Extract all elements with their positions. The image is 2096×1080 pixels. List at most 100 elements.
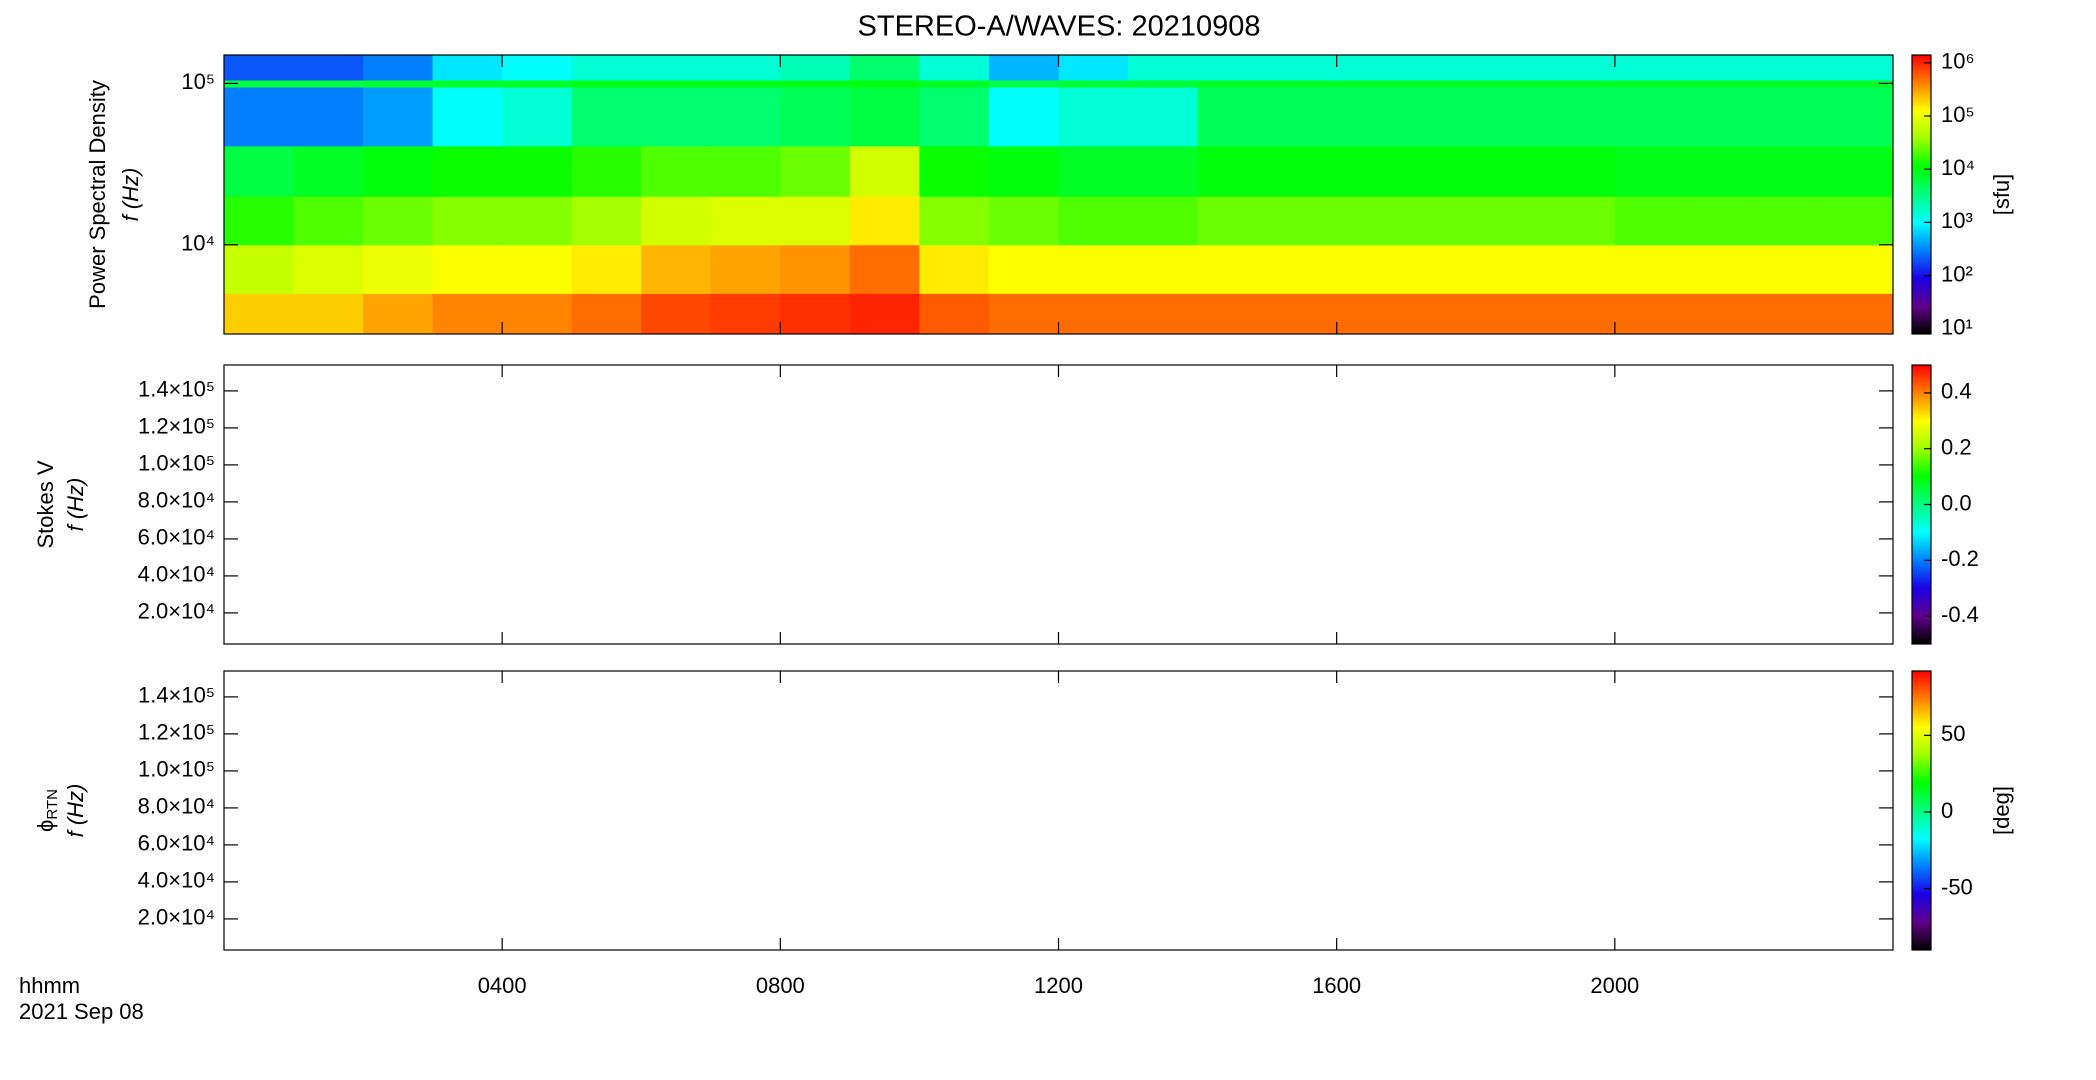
heatmap-cell <box>224 145 295 197</box>
y-axis-label: f (Hz) <box>63 784 88 838</box>
heatmap-cell <box>919 244 990 294</box>
heatmap-cell <box>1336 145 1407 197</box>
heatmap-cell <box>1545 145 1616 197</box>
heatmap-cell <box>1336 196 1407 246</box>
x-axis-label: hhmm <box>19 973 80 998</box>
heatmap-cell <box>849 79 920 88</box>
heatmap-cell <box>710 79 781 88</box>
heatmap-cell <box>502 293 573 335</box>
heatmap-cell <box>780 79 851 88</box>
heatmap-cell <box>224 87 295 147</box>
heatmap-cell <box>1197 196 1268 246</box>
heatmap-cell <box>1475 79 1546 88</box>
heatmap-cell <box>1475 55 1546 81</box>
heatmap-cell <box>502 87 573 147</box>
heatmap-cell <box>571 145 642 197</box>
heatmap-cell <box>641 196 712 246</box>
heatmap-cell <box>1545 79 1616 88</box>
heatmap-cell <box>1128 55 1199 81</box>
heatmap-cell <box>1684 145 1755 197</box>
heatmap-cell <box>641 293 712 335</box>
y-axis-label-main: ϕ <box>33 820 58 832</box>
heatmap-cell <box>1684 244 1755 294</box>
heatmap-cell <box>1336 87 1407 147</box>
heatmap-cell <box>1545 293 1616 335</box>
colorbar-tick-label: 0 <box>1941 798 1953 823</box>
heatmap-cell <box>710 196 781 246</box>
heatmap-cell <box>502 196 573 246</box>
heatmap-cell <box>293 55 364 81</box>
heatmap-cell <box>1058 145 1129 197</box>
heatmap-cell <box>641 55 712 81</box>
heatmap-cell <box>363 196 434 246</box>
heatmap-cell <box>571 196 642 246</box>
heatmap-cell <box>1406 87 1477 147</box>
y-tick-label: 6.0×10⁴ <box>138 831 215 856</box>
heatmap-cell <box>432 55 503 81</box>
heatmap-cell <box>432 196 503 246</box>
heatmap-cell <box>363 244 434 294</box>
heatmap-cell <box>1545 196 1616 246</box>
heatmap-cell <box>1336 244 1407 294</box>
colorbar-tick-label: 10² <box>1941 261 1973 286</box>
y-axis-label: ϕRTN <box>33 789 61 832</box>
colorbar <box>1911 54 1932 335</box>
colorbar-tick-label: 0.4 <box>1941 379 1972 404</box>
heatmap-cell <box>1197 244 1268 294</box>
heatmap-cell <box>432 293 503 335</box>
heatmap-cell <box>1614 79 1685 88</box>
heatmap-cell <box>1475 145 1546 197</box>
y-tick-label: 8.0×10⁴ <box>138 794 215 819</box>
heatmap-cell <box>849 244 920 294</box>
colorbar-tick-label: 10³ <box>1941 208 1973 233</box>
y-tick-label: 10⁵ <box>181 69 215 94</box>
heatmap-cell <box>780 196 851 246</box>
y-tick-label: 10⁴ <box>181 231 215 256</box>
y-axis-label: f (Hz) <box>118 168 143 222</box>
y-axis-label-main: Stokes V <box>33 460 58 548</box>
heatmap-cell <box>224 196 295 246</box>
heatmap-cell <box>919 87 990 147</box>
heatmap-cell <box>988 55 1059 81</box>
heatmap-cell <box>1475 196 1546 246</box>
heatmap-cell <box>1753 55 1824 81</box>
heatmap-cell <box>502 55 573 81</box>
heatmap-cell <box>224 293 295 335</box>
heatmap-cell <box>1684 55 1755 81</box>
heatmap-cell <box>1406 196 1477 246</box>
heatmap-cell <box>780 244 851 294</box>
heatmap-cell <box>1753 79 1824 88</box>
y-axis-label-main: Power Spectral Density <box>85 80 110 309</box>
y-tick-label: 4.0×10⁴ <box>138 562 215 587</box>
heatmap-cell <box>849 87 920 147</box>
heatmap-cell <box>1058 55 1129 81</box>
heatmap-cell <box>1823 244 1894 294</box>
heatmap-cell <box>432 87 503 147</box>
heatmap-cell <box>1406 79 1477 88</box>
heatmap-cell <box>293 293 364 335</box>
heatmap-cell <box>1336 79 1407 88</box>
heatmap-cell <box>1614 244 1685 294</box>
heatmap-cell <box>641 244 712 294</box>
colorbar-label: [sfu] <box>1989 174 2014 216</box>
heatmap-cell <box>1475 244 1546 294</box>
heatmap-cell <box>988 87 1059 147</box>
heatmap-cell <box>1753 244 1824 294</box>
heatmap-cell <box>849 55 920 81</box>
heatmap-cell <box>780 55 851 81</box>
heatmap-cell <box>1197 79 1268 88</box>
heatmap-cell <box>988 244 1059 294</box>
heatmap-cell <box>1823 79 1894 88</box>
heatmap-cell <box>1058 244 1129 294</box>
heatmap-cell <box>571 244 642 294</box>
heatmap-cell <box>1336 293 1407 335</box>
heatmap-cell <box>710 244 781 294</box>
heatmap-cell <box>1058 87 1129 147</box>
heatmap-cell <box>1128 87 1199 147</box>
heatmap-cell <box>919 79 990 88</box>
heatmap-cell <box>1336 55 1407 81</box>
heatmap-cell <box>363 79 434 88</box>
heatmap-cell <box>780 145 851 197</box>
y-tick-label: 4.0×10⁴ <box>138 868 215 893</box>
heatmap-cell <box>1823 145 1894 197</box>
